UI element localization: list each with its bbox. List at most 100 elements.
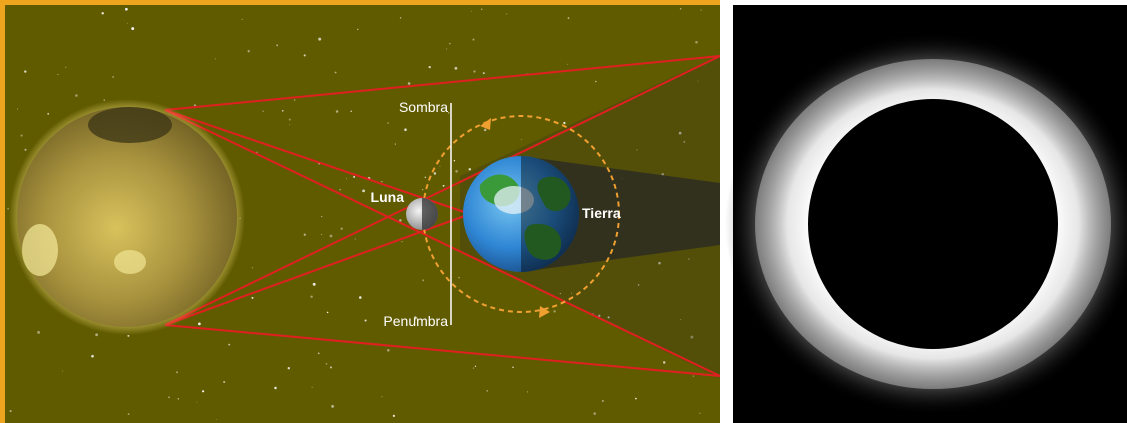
earth-label: Tierra <box>582 205 621 221</box>
star <box>637 284 640 286</box>
star <box>126 22 128 24</box>
star <box>334 71 337 74</box>
star <box>428 65 431 69</box>
star <box>404 128 407 131</box>
star <box>448 42 451 45</box>
star <box>318 37 322 41</box>
star <box>177 398 179 400</box>
star <box>446 48 448 50</box>
star <box>387 122 389 124</box>
star <box>47 112 50 115</box>
star <box>168 396 170 399</box>
star <box>303 54 306 57</box>
star <box>247 50 250 53</box>
star <box>112 76 114 78</box>
star <box>357 28 359 31</box>
star <box>91 354 94 358</box>
star <box>527 391 528 393</box>
star <box>598 314 601 317</box>
star <box>65 66 67 68</box>
star <box>455 169 458 173</box>
star <box>214 58 216 60</box>
star <box>127 413 130 415</box>
star <box>274 386 277 390</box>
star <box>364 319 367 322</box>
star <box>131 27 135 31</box>
star <box>303 233 306 236</box>
star <box>472 38 475 41</box>
star <box>95 333 98 337</box>
star <box>216 418 217 420</box>
star <box>553 310 556 313</box>
star <box>362 189 365 193</box>
shadow-lines <box>164 55 720 377</box>
orbit-arrow-icon <box>480 118 491 130</box>
star <box>571 292 573 294</box>
star <box>679 8 682 10</box>
star <box>340 227 343 230</box>
star <box>453 159 456 162</box>
star <box>595 80 597 83</box>
star <box>394 143 396 145</box>
star <box>683 141 686 143</box>
moon-dark-side <box>422 198 438 230</box>
star <box>321 216 323 218</box>
star <box>422 189 424 191</box>
star <box>57 74 59 75</box>
star <box>223 380 226 384</box>
moon-disk <box>808 99 1058 349</box>
star <box>567 17 570 20</box>
star <box>251 267 253 269</box>
star <box>635 397 637 400</box>
line-upper-inner <box>164 109 471 215</box>
star <box>228 343 231 346</box>
star <box>506 13 508 15</box>
star <box>481 8 483 10</box>
star <box>442 184 445 187</box>
star <box>24 148 27 151</box>
star <box>198 322 201 326</box>
line-upper-outer <box>164 55 720 111</box>
star <box>697 80 699 82</box>
star <box>127 334 130 337</box>
star <box>345 178 347 180</box>
star <box>311 386 313 388</box>
star <box>486 390 488 392</box>
star <box>399 17 402 19</box>
star <box>9 410 12 413</box>
star <box>602 400 604 402</box>
star <box>326 311 329 314</box>
star <box>458 277 460 279</box>
star <box>321 233 323 235</box>
star <box>399 219 402 222</box>
star <box>472 367 475 369</box>
star <box>483 128 487 132</box>
star <box>512 366 514 369</box>
star <box>276 44 279 47</box>
star <box>392 414 395 417</box>
star <box>329 366 333 369</box>
star <box>202 390 205 393</box>
star <box>470 10 472 12</box>
star <box>350 110 353 113</box>
star <box>7 207 9 210</box>
star <box>680 318 682 321</box>
star <box>287 367 290 370</box>
star <box>658 261 661 265</box>
star <box>386 348 390 352</box>
sun-bright-region-2 <box>114 250 146 274</box>
star <box>439 165 441 167</box>
star <box>16 108 19 110</box>
star <box>700 9 702 11</box>
star <box>407 82 411 85</box>
line-upper-cross <box>164 109 720 377</box>
star <box>692 375 695 377</box>
penumbra-label: Penumbra <box>383 313 448 329</box>
star <box>381 181 383 183</box>
star <box>424 176 427 179</box>
star <box>24 70 27 73</box>
star <box>482 72 485 75</box>
penumbra-region <box>460 55 720 378</box>
sun-icon <box>17 107 237 327</box>
